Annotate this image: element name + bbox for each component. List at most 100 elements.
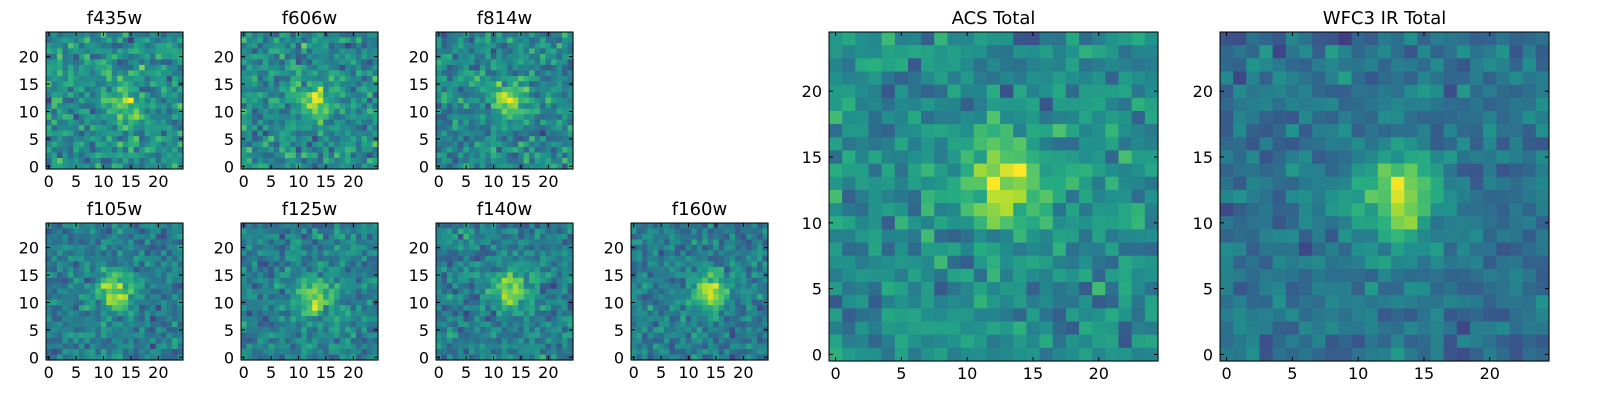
heatmap-cell (685, 338, 692, 345)
heatmap-cell (551, 299, 558, 306)
heatmap-cell (746, 233, 753, 241)
heatmap-cell (56, 53, 64, 60)
heatmap-cell (46, 152, 53, 159)
heatmap-cell (139, 305, 146, 312)
heatmap-cell (762, 288, 769, 295)
heatmap-cell (161, 48, 168, 55)
heatmap-cell (441, 136, 448, 143)
heatmap-cell (62, 103, 69, 110)
heatmap-cell (295, 343, 302, 350)
heatmap-cell (540, 114, 547, 121)
heatmap-cell (122, 158, 129, 165)
heatmap-cell (78, 321, 85, 328)
heatmap-cell (436, 277, 443, 284)
heatmap-cell (367, 114, 374, 121)
heatmap-cell (117, 228, 124, 235)
heatmap-cell (446, 261, 454, 268)
heatmap-cell (757, 305, 764, 312)
heatmap-cell (150, 283, 157, 290)
heatmap-cell (1118, 97, 1133, 112)
x-tick-label: 10 (288, 363, 308, 382)
heatmap-cell (507, 59, 514, 66)
heatmap-cell (713, 266, 720, 273)
heatmap-cell (155, 288, 162, 295)
heatmap-cell (691, 305, 698, 312)
heatmap-cell (446, 59, 454, 66)
heatmap-cell (62, 48, 69, 55)
heatmap-cell (128, 37, 135, 44)
heatmap-cell (345, 103, 352, 110)
heatmap-cell (122, 299, 129, 306)
heatmap-cell (328, 228, 335, 235)
heatmap-cell (631, 261, 638, 268)
heatmap-cell (540, 343, 547, 350)
heatmap-cell (117, 163, 124, 170)
heatmap-image (46, 223, 184, 361)
heatmap-cell (762, 332, 769, 339)
heatmap-cell (150, 141, 157, 148)
heatmap-cell (691, 288, 698, 295)
y-tick-label: 10 (19, 293, 39, 312)
heatmap-cell (106, 53, 113, 60)
heatmap-cell (268, 147, 275, 154)
heatmap-cell (518, 233, 525, 241)
heatmap-cell (51, 255, 58, 262)
heatmap-cell (279, 48, 286, 55)
heatmap-cell (241, 42, 248, 50)
heatmap-cell (1131, 216, 1146, 230)
heatmap-cell (345, 130, 352, 137)
heatmap-cell (62, 53, 69, 60)
heatmap-cell (1026, 45, 1041, 59)
heatmap-cell (46, 59, 53, 66)
y-tick-label: 20 (19, 48, 39, 67)
heatmap-cell (361, 310, 368, 317)
heatmap-cell (707, 321, 714, 328)
heatmap-cell (518, 92, 525, 99)
heatmap-cell (51, 59, 58, 66)
heatmap-cell (95, 349, 102, 356)
heatmap-cell (762, 294, 769, 301)
heatmap-cell (751, 255, 758, 262)
heatmap-cell (273, 321, 280, 328)
heatmap-cell (279, 299, 286, 306)
heatmap-cell (485, 223, 492, 230)
heatmap-cell (490, 86, 497, 93)
heatmap-cell (301, 338, 308, 345)
heatmap-cell (177, 305, 184, 312)
heatmap-cell (144, 277, 151, 284)
heatmap-cell (133, 305, 140, 312)
heatmap-cell (1131, 124, 1146, 138)
heatmap-cell (496, 288, 503, 295)
heatmap-cell (328, 255, 335, 262)
heatmap-cell (301, 86, 308, 93)
heatmap-cell (663, 250, 670, 257)
heatmap-cell (501, 343, 508, 350)
heatmap-cell (669, 250, 676, 257)
heatmap-cell (441, 48, 448, 55)
heatmap-cell (150, 305, 157, 312)
heatmap-cell (117, 64, 124, 71)
heatmap-cell (367, 288, 374, 295)
heatmap-cell (735, 223, 742, 230)
heatmap-cell (106, 266, 113, 273)
heatmap-cell (89, 37, 96, 44)
heatmap-cell (724, 288, 731, 295)
heatmap-cell (323, 294, 330, 301)
heatmap-cell (166, 277, 173, 284)
heatmap-cell (67, 37, 74, 44)
heatmap-cell (523, 354, 530, 361)
heatmap-cell (290, 141, 297, 148)
heatmap-cell (540, 354, 547, 361)
heatmap-cell (262, 163, 269, 170)
heatmap-cell (284, 119, 291, 126)
heatmap-cell (556, 141, 563, 148)
heatmap-cell (155, 233, 162, 241)
heatmap-cell (51, 86, 58, 93)
heatmap-cell (367, 310, 374, 317)
heatmap-cell (496, 108, 503, 115)
heatmap-cell (490, 299, 497, 306)
heatmap-cell (128, 92, 135, 99)
heatmap-cell (718, 233, 725, 241)
heatmap-cell (251, 92, 259, 99)
heatmap-cell (89, 141, 96, 148)
